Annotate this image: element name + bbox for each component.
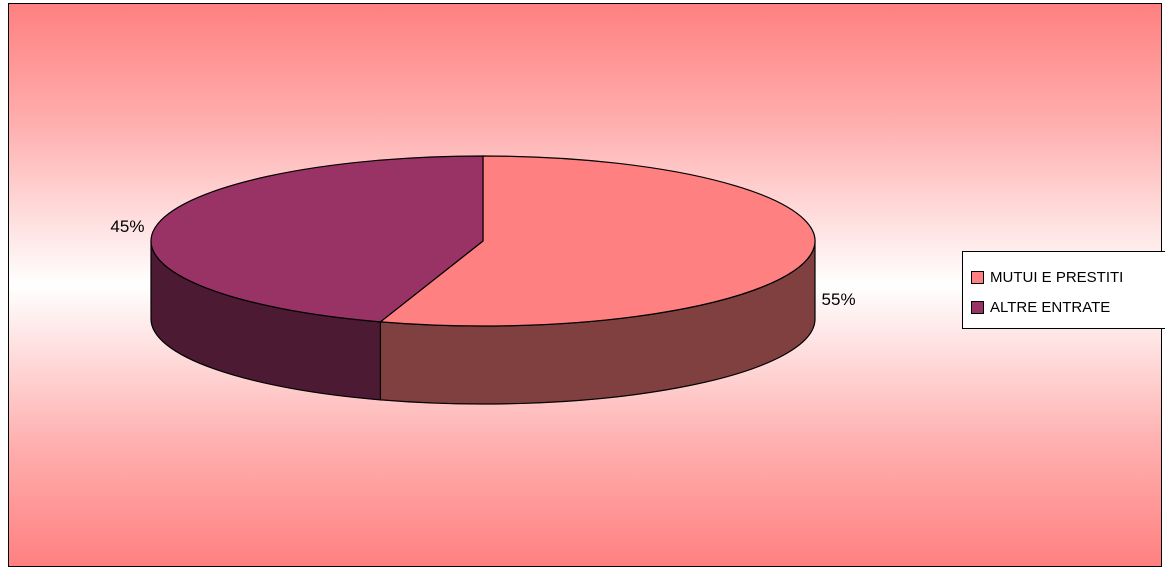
legend-label-mutui-e-prestiti: MUTUI E PRESTITI xyxy=(990,269,1123,286)
legend-swatch-mutui-e-prestiti xyxy=(971,271,984,284)
legend: MUTUI E PRESTITI ALTRE ENTRATE xyxy=(962,251,1165,329)
data-label-1: 45% xyxy=(110,217,144,236)
legend-swatch-altre-entrate xyxy=(971,301,984,314)
chart-area: 55% 45% MUTUI E PRESTITI ALTRE ENTRATE xyxy=(8,3,1162,567)
data-label-0: 55% xyxy=(822,290,856,309)
legend-item-mutui-e-prestiti: MUTUI E PRESTITI xyxy=(971,262,1165,292)
legend-label-altre-entrate: ALTRE ENTRATE xyxy=(990,299,1110,316)
legend-item-altre-entrate: ALTRE ENTRATE xyxy=(971,292,1165,322)
